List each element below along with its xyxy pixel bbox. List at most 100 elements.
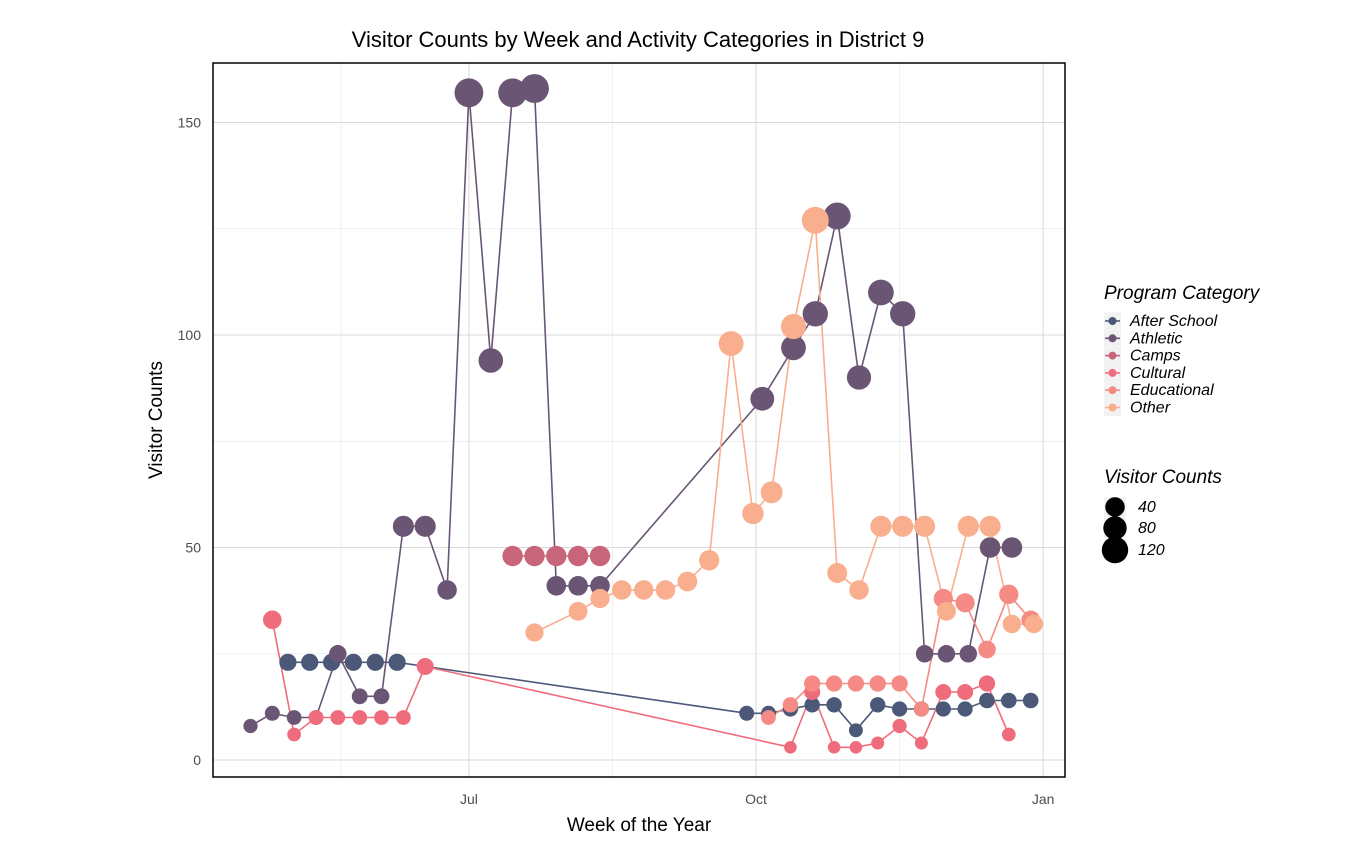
- data-point: [780, 313, 807, 340]
- data-point: [525, 623, 544, 642]
- data-point: [979, 537, 1001, 558]
- data-point: [782, 697, 799, 713]
- data-point: [262, 610, 282, 630]
- data-point: [392, 515, 414, 537]
- data-point: [546, 545, 567, 567]
- data-point: [846, 365, 872, 390]
- data-point: [827, 741, 841, 754]
- data-point: [913, 701, 930, 717]
- data-point: [373, 688, 390, 705]
- data-point: [498, 78, 527, 108]
- legend-key-point: [1108, 334, 1117, 343]
- legend-size-title: Visitor Counts: [1104, 467, 1222, 488]
- y-tick-label: 150: [178, 115, 202, 131]
- legend-key-point: [1108, 317, 1117, 325]
- data-point: [396, 710, 411, 725]
- data-point: [914, 736, 928, 750]
- data-point: [308, 710, 324, 725]
- data-point: [957, 515, 979, 537]
- data-point: [520, 74, 549, 103]
- data-point: [502, 545, 523, 567]
- data-point: [750, 386, 775, 411]
- data-point: [870, 515, 892, 537]
- data-point: [388, 653, 406, 671]
- data-point: [1001, 727, 1016, 742]
- data-point: [935, 701, 951, 717]
- data-point: [760, 481, 783, 504]
- data-point: [677, 571, 698, 592]
- data-point: [979, 515, 1001, 537]
- data-point: [936, 601, 956, 621]
- data-point: [1001, 537, 1023, 558]
- legend-size-label: 120: [1138, 542, 1165, 559]
- data-point: [437, 580, 457, 600]
- data-point: [612, 580, 632, 600]
- data-point: [330, 710, 346, 725]
- data-point: [1024, 614, 1044, 634]
- data-point: [546, 576, 567, 596]
- plot-panel-border: [212, 62, 1066, 778]
- x-axis-title: Week of the Year: [567, 815, 712, 836]
- x-tick-label: Jul: [460, 791, 478, 807]
- data-point: [914, 515, 936, 537]
- chart-title: Visitor Counts by Week and Activity Cate…: [352, 27, 925, 52]
- y-axis-title: Visitor Counts: [146, 361, 167, 479]
- data-point: [847, 675, 865, 692]
- data-point: [999, 584, 1019, 604]
- data-point: [1022, 692, 1039, 709]
- data-point: [849, 580, 869, 600]
- data-point: [633, 580, 654, 600]
- legend-color-title: Program Category: [1104, 283, 1261, 304]
- data-point: [761, 710, 776, 725]
- data-point: [892, 515, 914, 537]
- data-point: [742, 502, 764, 525]
- y-axis-ticks: 0 50 100 150: [178, 115, 202, 769]
- data-point: [890, 301, 916, 327]
- data-point: [870, 697, 886, 713]
- data-point: [978, 640, 996, 659]
- legend-key-point: [1108, 351, 1117, 360]
- data-point: [279, 653, 297, 671]
- data-point: [374, 710, 389, 725]
- data-point: [478, 348, 504, 373]
- data-point: [801, 206, 829, 234]
- data-point: [825, 675, 843, 692]
- data-point: [869, 675, 886, 692]
- y-tick-label: 50: [185, 540, 201, 556]
- data-point: [351, 688, 368, 705]
- legend-color-items: After SchoolAthleticCampsCulturalEducati…: [1104, 312, 1218, 417]
- data-point: [826, 697, 842, 713]
- data-point: [243, 718, 258, 734]
- data-point: [329, 645, 347, 663]
- legend-label: Other: [1130, 400, 1171, 417]
- data-point: [804, 697, 820, 713]
- data-point: [827, 563, 848, 583]
- data-point: [955, 593, 975, 613]
- data-point: [524, 545, 545, 567]
- legend-size-items: 40 80 120: [1101, 497, 1165, 564]
- data-point: [868, 279, 894, 306]
- data-point: [414, 515, 436, 537]
- x-tick-label: Jan: [1032, 791, 1055, 807]
- data-point: [871, 736, 885, 750]
- data-point: [848, 723, 863, 738]
- data-point: [589, 545, 611, 567]
- data-point: [739, 705, 755, 721]
- data-point: [416, 657, 434, 676]
- legend-label: Athletic: [1129, 330, 1182, 347]
- data-point: [454, 78, 484, 108]
- data-point: [568, 601, 588, 621]
- data-point: [802, 301, 828, 327]
- data-point: [892, 718, 907, 734]
- data-point: [823, 202, 851, 230]
- series-line: [534, 220, 1034, 634]
- y-tick-label: 0: [193, 752, 201, 768]
- legend-key-point: [1108, 368, 1117, 377]
- legend-label: Educational: [1130, 382, 1214, 399]
- series-line: [250, 87, 1012, 727]
- data-point: [286, 710, 302, 725]
- data-point: [699, 550, 720, 571]
- data-point: [352, 710, 368, 725]
- legend-size-key: [1105, 497, 1125, 517]
